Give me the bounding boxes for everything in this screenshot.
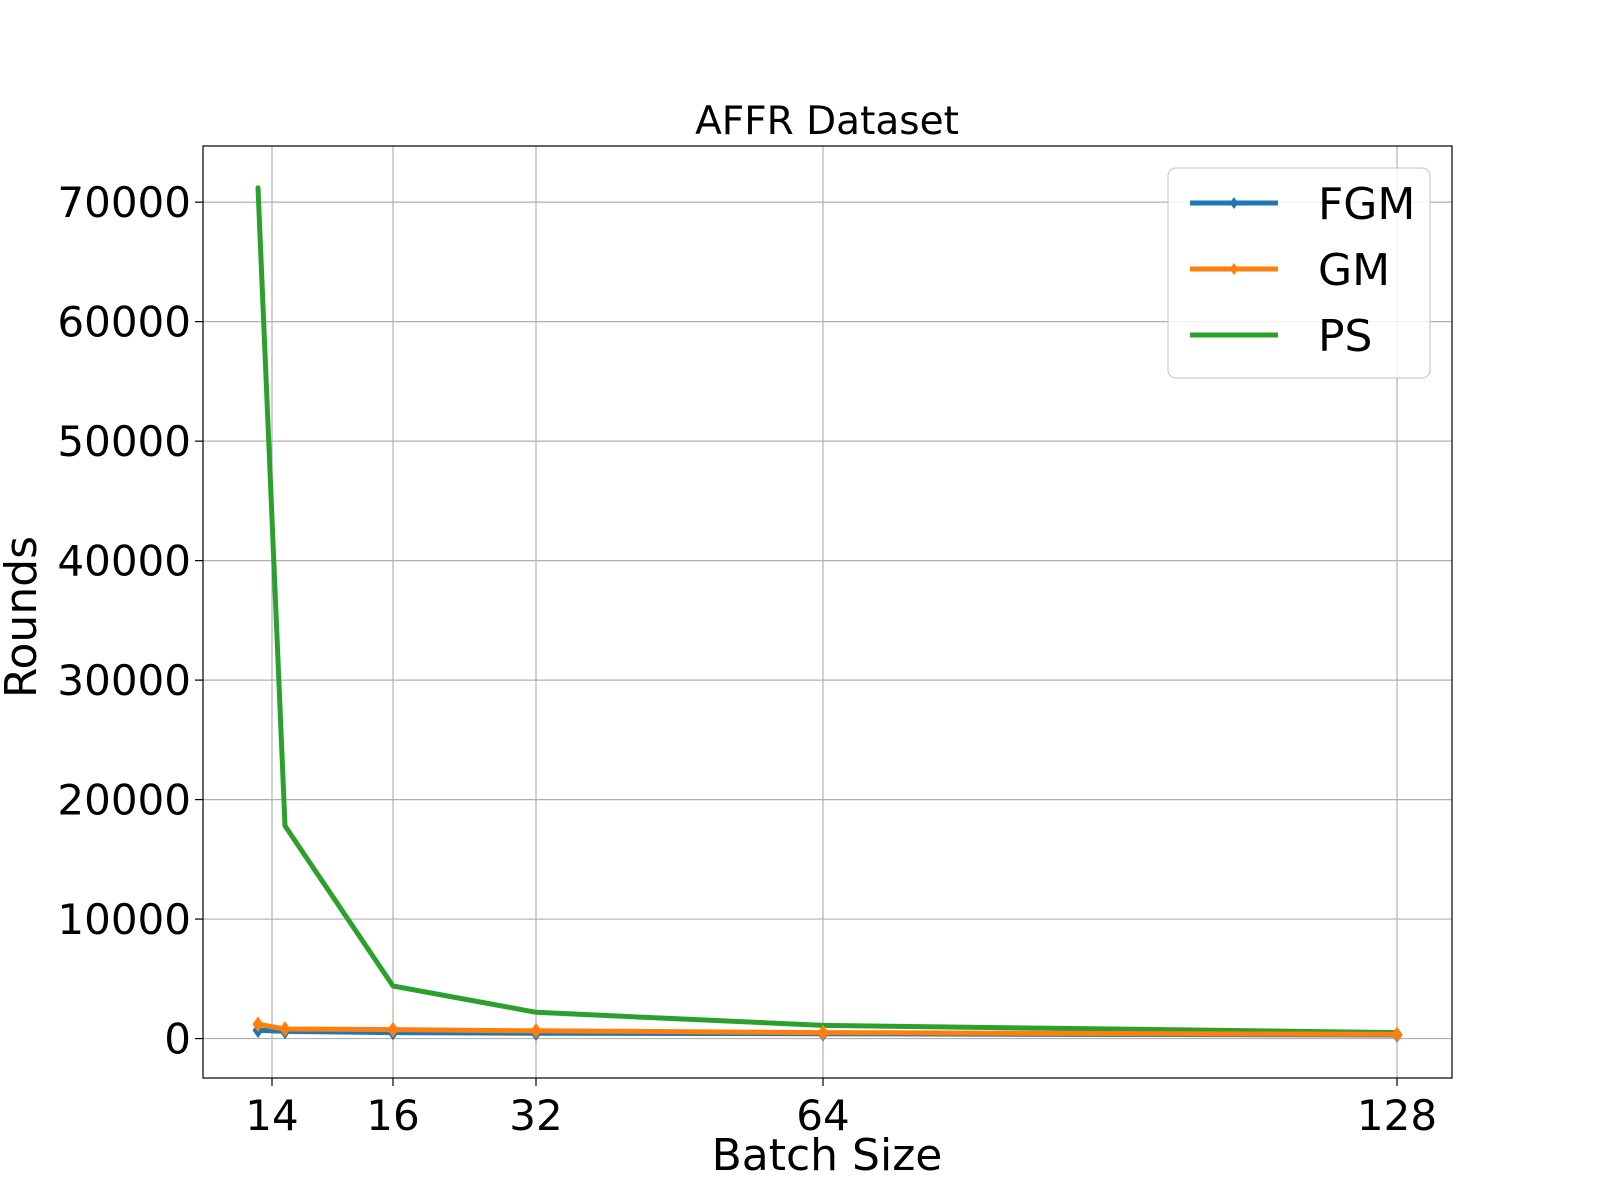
x-tick-label: 14 <box>245 1091 298 1140</box>
y-tick-label: 0 <box>164 1015 191 1064</box>
y-axis-label: Rounds <box>0 536 47 698</box>
x-axis-label: Batch Size <box>712 1130 943 1181</box>
legend-label-fgm: FGM <box>1318 179 1415 230</box>
y-tick-label: 30000 <box>57 656 191 705</box>
data-point-gm <box>252 1016 264 1033</box>
y-tick-label: 50000 <box>57 417 191 466</box>
y-tick-label: 10000 <box>57 895 191 944</box>
y-tick-label: 20000 <box>57 776 191 825</box>
chart-title: AFFR Dataset <box>695 99 959 144</box>
data-point-gm <box>530 1022 542 1039</box>
x-axis-ticks: 14 16 32 64 128 <box>245 1078 1437 1140</box>
plot-frame <box>202 145 1453 1079</box>
x-tick-label: 16 <box>366 1091 419 1140</box>
plot-series <box>252 185 1403 1043</box>
data-point-gm <box>387 1021 399 1038</box>
y-tick-label: 70000 <box>57 178 191 227</box>
y-tick-label: 60000 <box>57 298 191 347</box>
data-point-gm <box>817 1024 829 1041</box>
x-tick-label: 32 <box>509 1091 562 1140</box>
y-axis-ticks: 0 10000 20000 30000 40000 50000 60000 70000 <box>57 178 203 1064</box>
x-tick-label: 128 <box>1357 1091 1437 1140</box>
y-tick-label: 40000 <box>57 537 191 586</box>
legend-box <box>1167 167 1431 379</box>
data-point-gm <box>279 1021 291 1037</box>
grid-lines <box>203 146 1452 1078</box>
legend-marker-gm <box>1229 263 1239 275</box>
legend-label-ps: PS <box>1318 311 1372 362</box>
x-tick-label: 64 <box>796 1091 849 1140</box>
legend: FGM GM PS <box>1167 167 1431 379</box>
series-line-ps <box>255 185 1400 1036</box>
legend-marker-fgm <box>1229 197 1239 209</box>
legend-label-gm: GM <box>1318 245 1390 296</box>
data-point-gm <box>1391 1026 1403 1043</box>
